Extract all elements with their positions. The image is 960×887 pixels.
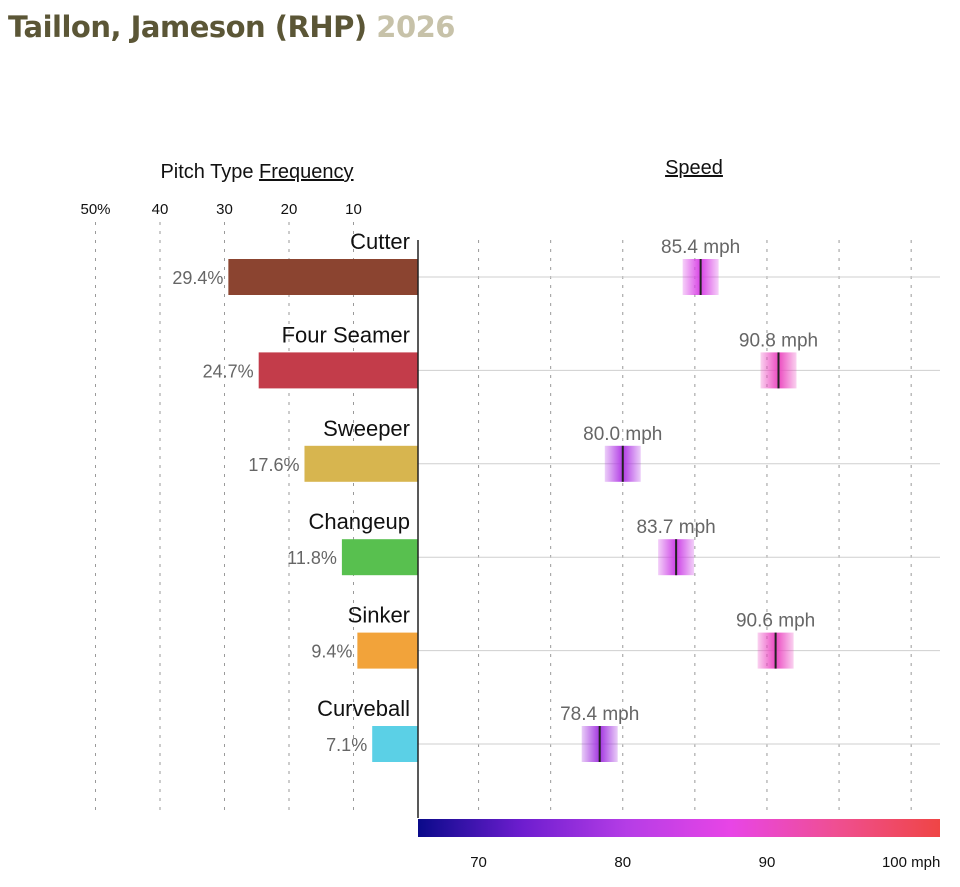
speed-tick-labels: 70 80 90 100 mph — [470, 854, 940, 871]
frequency-value-label: 17.6% — [248, 455, 299, 475]
frequency-tick-label: 20 — [281, 201, 298, 218]
frequency-ticks: 50% 40 30 20 10 — [80, 201, 361, 218]
speed-value-label: 90.6 mph — [736, 611, 815, 632]
pitch-row-cutter: Cutter 29.4% 85.4 mph — [172, 229, 940, 295]
frequency-title-underlined: Frequency — [259, 161, 354, 183]
frequency-value-label: 29.4% — [172, 268, 223, 288]
speed-colorbar — [418, 819, 940, 837]
frequency-bar — [228, 259, 418, 295]
speed-tick-label: 70 — [470, 854, 487, 871]
pitch-name-label: Sweeper — [323, 416, 410, 441]
speed-tick-label: 100 mph — [882, 854, 940, 871]
speed-value-label: 83.7 mph — [636, 517, 715, 538]
frequency-bar — [304, 445, 418, 482]
frequency-value-label: 7.1% — [326, 735, 367, 755]
pitch-name-label: Cutter — [350, 229, 410, 254]
frequency-tick-label: 10 — [345, 201, 362, 218]
pitch-row-curveball: Curveball 7.1% 78.4 mph — [317, 696, 940, 762]
pitch-name-label: Curveball — [317, 696, 410, 721]
frequency-value-label: 11.8% — [287, 548, 337, 568]
frequency-bar — [357, 632, 418, 669]
frequency-value-label: 24.7% — [203, 361, 254, 381]
pitch-name-label: Sinker — [348, 603, 410, 628]
frequency-bar — [341, 539, 418, 576]
pitch-rows: Cutter 29.4% 85.4 mph Four Seamer 24.7% 90.8 … — [172, 229, 940, 762]
speed-tick-label: 90 — [759, 854, 776, 871]
speed-value-label: 80.0 mph — [583, 424, 662, 445]
frequency-tick-label: 40 — [152, 201, 169, 218]
season-year: 2026 — [376, 10, 455, 44]
frequency-tick-label: 50% — [80, 201, 110, 218]
speed-tick-label: 80 — [614, 854, 631, 871]
speed-grid — [478, 240, 912, 815]
pitch-row-four-seamer: Four Seamer 24.7% 90.8 mph — [203, 322, 940, 389]
speed-panel-title: Speed — [665, 157, 723, 179]
speed-value-label: 78.4 mph — [560, 704, 639, 725]
pitch-row-sinker: Sinker 9.4% 90.6 mph — [311, 603, 940, 669]
pitch-row-sweeper: Sweeper 17.6% 80.0 mph — [248, 416, 940, 482]
frequency-value-label: 9.4% — [311, 642, 352, 662]
frequency-tick-label: 30 — [216, 201, 233, 218]
speed-value-label: 90.8 mph — [739, 330, 818, 351]
pitch-name-label: Changeup — [308, 509, 410, 534]
frequency-bar — [372, 726, 418, 762]
frequency-title-prefix: Pitch Type — [160, 161, 259, 183]
pitch-row-changeup: Changeup 11.8% 83.7 mph — [287, 509, 940, 576]
frequency-bar — [258, 352, 418, 389]
chart-title: Taillon, Jameson (RHP) 2026 — [8, 10, 455, 44]
frequency-panel-title: Pitch Type Frequency — [160, 161, 353, 183]
player-name: Taillon, Jameson (RHP) — [8, 10, 367, 44]
speed-value-label: 85.4 mph — [661, 237, 740, 258]
pitch-name-label: Four Seamer — [282, 322, 410, 347]
